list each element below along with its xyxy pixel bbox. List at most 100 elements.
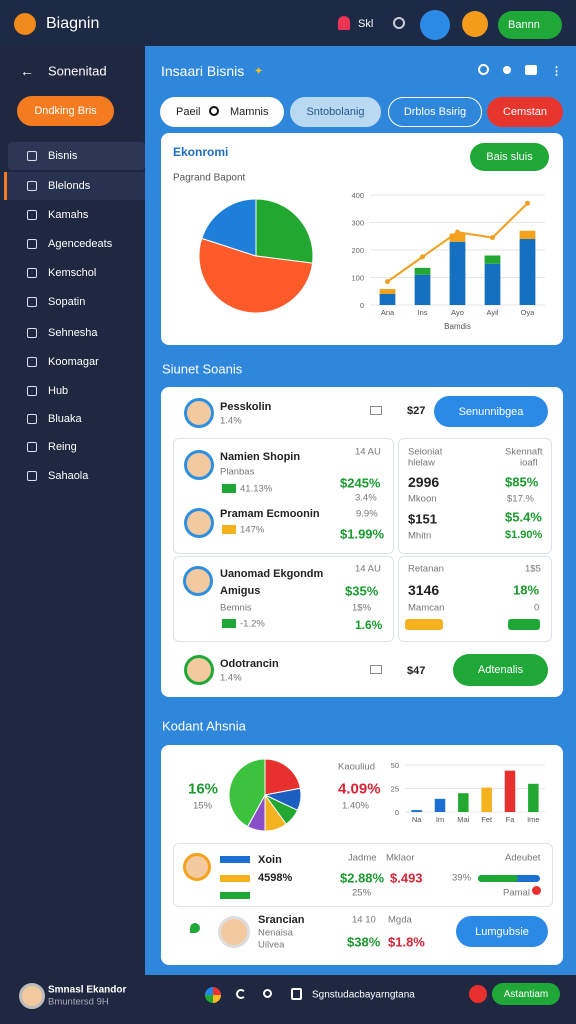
- notify-button[interactable]: [462, 11, 488, 37]
- stat-value: $5.4%: [505, 509, 542, 525]
- search-pill[interactable]: [160, 97, 284, 127]
- col-head: hlelaw: [408, 457, 435, 469]
- menu-item[interactable]: Hub: [48, 385, 69, 397]
- menu-item[interactable]: Blelonds: [48, 180, 91, 192]
- bell-icon[interactable]: [393, 17, 405, 29]
- menu-item[interactable]: Agencedeats: [48, 238, 113, 250]
- search-icon[interactable]: [478, 64, 489, 75]
- user-icon[interactable]: [338, 16, 350, 30]
- menu-icon: [27, 210, 37, 220]
- avatar: [218, 916, 250, 948]
- refresh-icon[interactable]: [236, 989, 246, 999]
- stat: Pamal: [503, 887, 530, 899]
- col-head: Seioniat: [408, 446, 443, 458]
- chip: [222, 619, 236, 628]
- stat-value: $245%: [340, 475, 381, 491]
- action-button[interactable]: Astantiam: [492, 983, 560, 1005]
- logo[interactable]: [14, 13, 36, 35]
- menu-active: [8, 142, 145, 170]
- doc-icon[interactable]: [291, 988, 302, 1000]
- icon[interactable]: [525, 65, 537, 75]
- menu-icon: [27, 151, 37, 161]
- stock-price: $27: [407, 405, 426, 417]
- row-button[interactable]: Lumgubsie: [456, 916, 548, 947]
- stat: $17.%: [507, 493, 534, 505]
- inner-card: [398, 438, 552, 554]
- col-head: Adeubet: [505, 852, 541, 864]
- menu-item[interactable]: Sahaola: [48, 470, 89, 482]
- avatar: [19, 983, 45, 1009]
- person-sub: Planbas: [220, 466, 255, 478]
- kpi-value: 4.09%: [338, 780, 381, 798]
- filter-pill[interactable]: Sntobolanig: [290, 97, 381, 127]
- menu-icon: [27, 471, 37, 481]
- filter-pill[interactable]: Drblos Bsirig: [388, 97, 482, 127]
- menu-item[interactable]: Koomagar: [48, 356, 99, 368]
- person-name: Uanomad Ekgondm: [220, 568, 324, 580]
- stat: 9.9%: [356, 508, 378, 520]
- user-sub: Bmuntersd 9H: [48, 996, 109, 1008]
- stat-value: 3146: [408, 582, 440, 598]
- menu-item[interactable]: Kamahs: [48, 209, 89, 221]
- profile-button[interactable]: Bannn: [498, 11, 562, 39]
- menu-icon: [27, 268, 37, 278]
- icon[interactable]: [503, 66, 511, 74]
- menu-item[interactable]: Bluaka: [48, 413, 82, 425]
- chip: [222, 484, 236, 493]
- stat-value: $151: [408, 511, 437, 527]
- close-button[interactable]: [469, 985, 487, 1003]
- stat: Mkoon: [408, 493, 437, 505]
- stat: 0: [534, 602, 540, 614]
- card-title: Ekonromi: [173, 145, 229, 159]
- person-pct: -1.2%: [240, 618, 265, 630]
- status-text: Sgnstudacbayarngtana: [312, 989, 415, 1001]
- user-name: Skl: [358, 18, 374, 30]
- app-icon[interactable]: [205, 987, 221, 1003]
- menu-item[interactable]: Sehnesha: [48, 327, 98, 339]
- stat: 1$%: [352, 602, 372, 614]
- avatar: [183, 566, 213, 596]
- stock-button[interactable]: Senunnibgea: [434, 396, 548, 427]
- brand: Biagnin: [46, 15, 100, 32]
- sidebar-button[interactable]: Dndking Bris: [17, 96, 114, 126]
- menu-item[interactable]: Sopatin: [48, 296, 86, 308]
- menu-icon: [27, 386, 37, 396]
- person-sub: Amigus: [220, 585, 261, 597]
- sidebar: [0, 46, 145, 975]
- stat-value: $1.8%: [388, 934, 425, 950]
- menu-button[interactable]: [420, 10, 450, 40]
- kpi-sub: 15%: [193, 800, 213, 812]
- avatar: [184, 450, 214, 480]
- search-icon[interactable]: [263, 989, 272, 998]
- page-title: Insaari Bisnis: [161, 63, 245, 79]
- stat: 14 AU: [355, 446, 381, 458]
- doc-icon[interactable]: [370, 406, 382, 415]
- stat: Mgda: [388, 914, 412, 926]
- stat: 14 10: [352, 914, 376, 926]
- kpi: 16%: [188, 780, 219, 798]
- kpi-sub: 1.40%: [342, 800, 369, 812]
- filter-label: Paeil: [176, 106, 201, 118]
- menu-item[interactable]: Reing: [48, 441, 77, 453]
- col-head: Mklaor: [386, 852, 415, 864]
- doc-icon[interactable]: [370, 665, 382, 674]
- tag: [405, 619, 443, 630]
- stock-price: $47: [407, 665, 426, 677]
- filter-pill[interactable]: Cemstan: [487, 97, 563, 127]
- menu-item[interactable]: Bisnis: [48, 150, 78, 162]
- menu-icon: [27, 414, 37, 424]
- more-icon[interactable]: ⋮: [551, 65, 562, 78]
- stat-value: $85%: [505, 474, 539, 490]
- user-name: Smnasl Ekandor: [48, 984, 127, 996]
- menu-icon: [27, 181, 37, 191]
- col-head: 1$5: [525, 563, 541, 575]
- stock-button[interactable]: Adtenalis: [453, 654, 548, 686]
- inner-card: [173, 556, 394, 642]
- avatar: [183, 853, 211, 881]
- avatar: [184, 508, 214, 538]
- card-button[interactable]: Bais sluis: [470, 143, 549, 171]
- menu-item[interactable]: Kemschol: [48, 267, 97, 279]
- stat-value: $35%: [345, 583, 379, 599]
- back-arrow[interactable]: ←: [20, 63, 34, 79]
